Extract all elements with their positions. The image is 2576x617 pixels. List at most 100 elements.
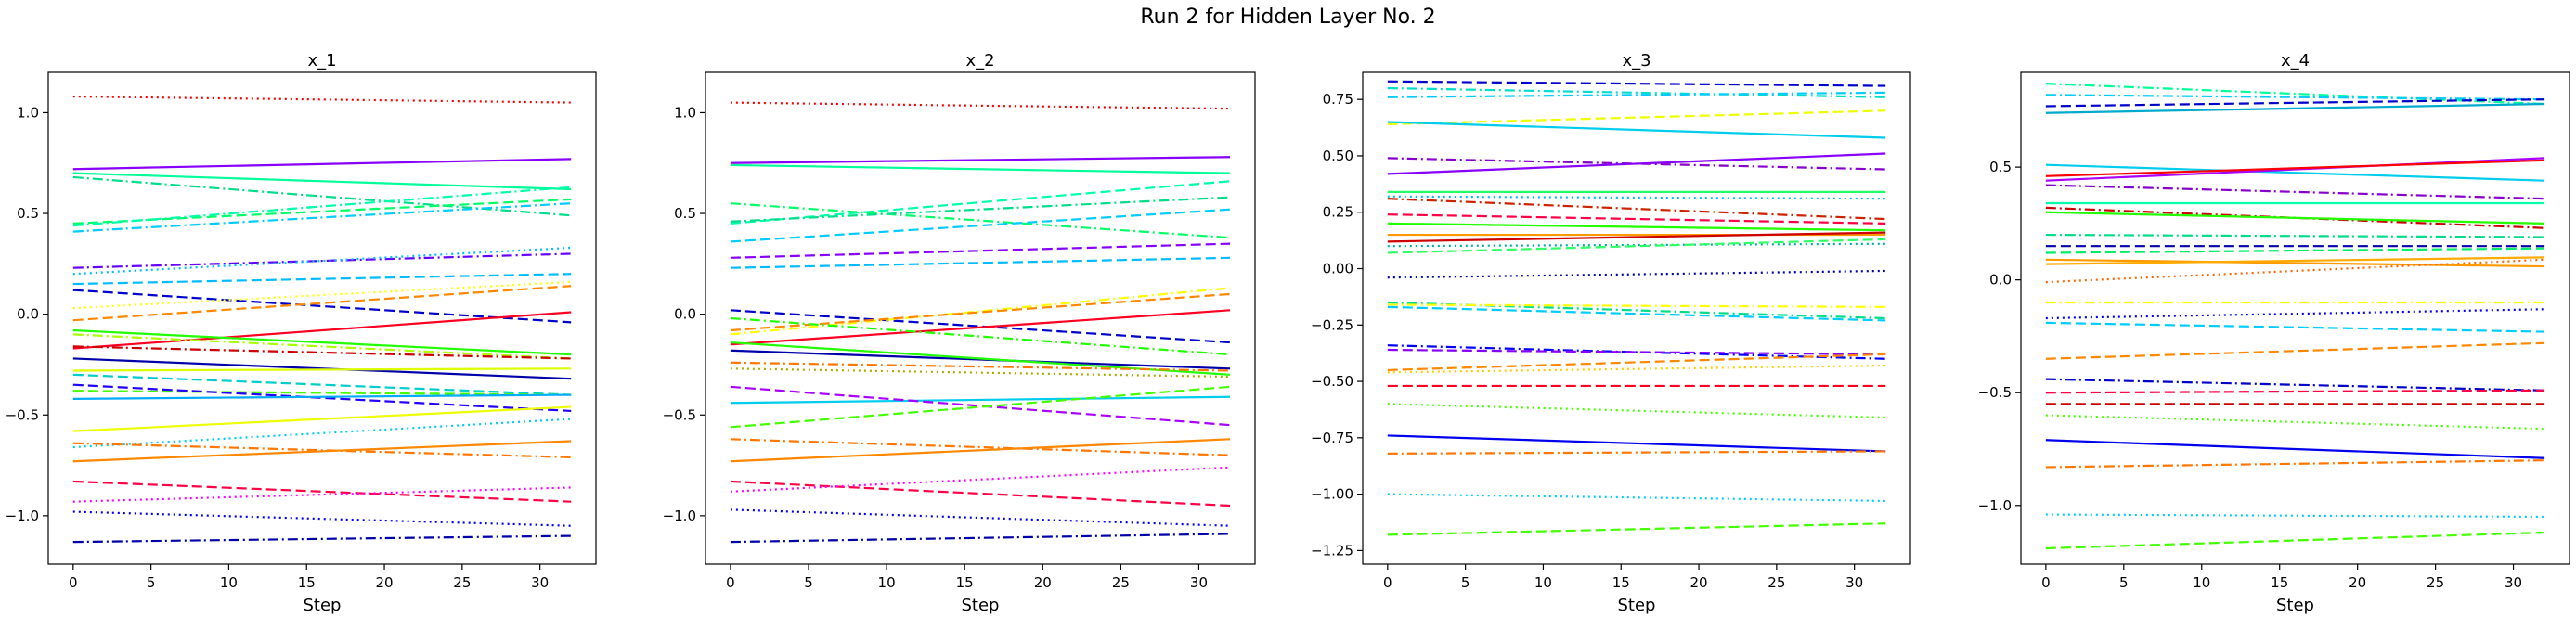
series-line [730,309,1231,346]
y-tick-label: −0.5 [6,406,39,423]
x-axis-label: Step [962,596,1000,615]
series-line [730,316,1231,356]
series-line [730,438,1231,456]
x-tick-label: 25 [1767,574,1785,591]
series-line [2045,258,2545,268]
x-tick-label: 30 [531,574,549,591]
series-line [72,390,572,396]
series-line [730,202,1231,239]
series-line [2045,94,2545,101]
x-tick-label: 5 [1461,574,1470,591]
x-tick-label: 30 [2505,574,2522,591]
figure-title: Run 2 for Hidden Layer No. 2 [1140,6,1436,29]
y-tick-label: 0.5 [17,205,39,222]
y-tick-label: −0.25 [1311,316,1353,333]
series-line [72,418,572,449]
y-tick-label: 1.0 [17,104,39,121]
series-line [2045,159,2545,177]
series-line [72,393,572,400]
subplot-title: x_1 [307,51,336,71]
y-tick-label: 0.00 [1323,261,1353,277]
axes-frame [705,71,1256,565]
series-line [2045,321,2545,333]
series-line [730,242,1231,259]
series-line [730,385,1231,429]
series-line [730,533,1231,544]
y-tick-label: 0.5 [674,205,696,222]
x-tick-label: 15 [2271,574,2288,591]
series-line [1387,242,1886,248]
x-tick-label: 5 [2119,574,2129,591]
x-axis-label: Step [1618,596,1656,615]
series-line [1387,238,1886,254]
series-line [730,480,1231,508]
series-line [1387,91,1886,98]
series-line [1387,493,1886,503]
series-line [2045,439,2545,459]
series-line [1387,231,1886,243]
y-tick-label: 0.50 [1323,148,1353,164]
series-line [730,101,1231,110]
series-line [72,175,572,217]
x-tick-label: 10 [878,574,896,591]
x-tick-label: 10 [220,574,238,591]
series-line [730,309,1231,344]
series-line [1387,222,1886,232]
series-line [1387,198,1886,221]
series-line [2045,531,2545,550]
series-line [72,285,572,322]
series-line [72,510,572,527]
series-line [72,158,572,171]
series-line [2045,378,2545,392]
series-line [1387,403,1886,419]
y-tick-label: −0.5 [1978,384,2012,401]
series-line [72,273,572,286]
y-tick-label: −1.0 [663,508,696,524]
series-line [730,361,1231,372]
series-line [1387,522,1886,536]
series-line [1387,364,1886,374]
series-line [1387,80,1886,87]
series-line [1387,86,1886,98]
series-line [72,367,572,372]
x-tick-label: 15 [298,574,316,591]
series-line [1387,305,1886,322]
y-tick-label: 0.5 [1989,159,2012,175]
y-tick-label: −1.25 [1311,542,1353,559]
series-line [1387,109,1886,126]
x-tick-label: 30 [1845,574,1863,591]
series-line [2045,459,2545,469]
series-line [730,466,1231,493]
y-tick-label: 0.75 [1323,91,1353,108]
series-line [730,156,1231,164]
series-line [1387,434,1886,453]
y-tick-label: 0.0 [1989,272,2012,289]
series-line [2045,513,2545,519]
series-line [1387,450,1886,455]
series-line [730,395,1231,405]
series-line [730,163,1231,174]
series-line [2045,414,2545,431]
x-tick-label: 30 [1190,574,1208,591]
series-line [72,311,572,350]
series-line [730,385,1231,427]
series-line [2045,157,2545,182]
x-tick-label: 0 [1383,574,1392,591]
series-line [72,252,572,269]
subplot-x1: 0 5 10 15 20 25 30 −1.0 −0.5 0.0 0.5 1.0 x_1 Step [6,51,597,615]
series-line [72,440,572,463]
series-line [72,95,572,104]
series-line [1387,152,1886,175]
series-line [72,328,572,356]
subplot-x3: 0 5 10 15 20 25 30 −1.25 −1.00 −0.75 −0.50 −0.25 0.0… [1311,51,1911,615]
x-tick-label: 5 [804,574,813,591]
x-tick-label: 15 [956,574,974,591]
series-line [2045,83,2545,106]
x-tick-label: 10 [2193,574,2210,591]
series-line [72,198,572,225]
series-line [2045,211,2545,225]
series-line [72,172,572,191]
subplot-x4: 0 5 10 15 20 25 30 −1.0 −0.5 0.0 0.5 x_4 Step [1978,51,2570,615]
subplot-title: x_3 [1622,51,1650,71]
axes-frame [1362,71,1911,565]
